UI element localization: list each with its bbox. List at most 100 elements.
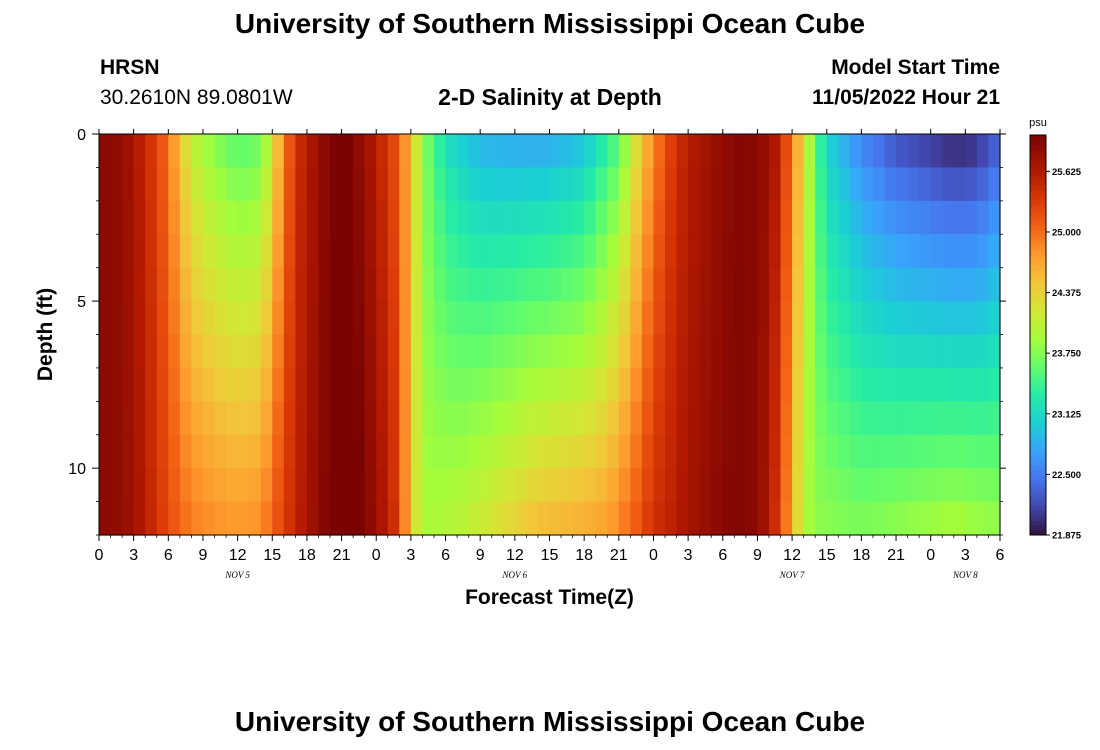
- heatmap-cell: [965, 200, 978, 235]
- heatmap-cell: [942, 200, 955, 235]
- heatmap-cell: [930, 501, 943, 536]
- heatmap-cell: [399, 301, 412, 336]
- heatmap-cell: [711, 234, 724, 269]
- colorbar-segment: [1030, 495, 1046, 501]
- heatmap-cell: [168, 267, 181, 302]
- heatmap-cell: [422, 167, 435, 202]
- heatmap-cell: [965, 434, 978, 469]
- heatmap-cell: [202, 434, 216, 469]
- heatmap-cell: [584, 468, 597, 503]
- heatmap-cell: [457, 200, 470, 235]
- heatmap-cell: [491, 267, 504, 302]
- heatmap-cell: [399, 367, 412, 402]
- heatmap-cell: [422, 367, 435, 402]
- heatmap-cell: [688, 267, 701, 302]
- x-tick-label: 9: [199, 547, 208, 564]
- heatmap-cell: [607, 301, 620, 336]
- heatmap-cell: [722, 367, 735, 402]
- heatmap-cell: [330, 234, 343, 269]
- heatmap-cell: [133, 334, 146, 369]
- heatmap-cell: [156, 434, 169, 469]
- colorbar-segment: [1030, 160, 1046, 166]
- heatmap-cell: [826, 267, 839, 302]
- heatmap-cell: [260, 501, 273, 536]
- heatmap-cell: [272, 234, 285, 269]
- heatmap-cell: [491, 334, 504, 369]
- heatmap-cell: [919, 134, 932, 169]
- heatmap-cell: [872, 301, 886, 336]
- heatmap: [99, 134, 1001, 536]
- heatmap-cell: [699, 401, 712, 436]
- heatmap-cell: [330, 301, 343, 336]
- x-tick-label: 12: [229, 547, 247, 564]
- heatmap-cell: [872, 167, 886, 202]
- heatmap-cell: [537, 301, 551, 336]
- y-axis: 0 5 10: [68, 127, 1006, 536]
- heatmap-cell: [965, 234, 978, 269]
- heatmap-cell: [653, 367, 666, 402]
- x-tick-label: 12: [783, 547, 801, 564]
- heatmap-cell: [688, 134, 701, 169]
- heatmap-cell: [283, 468, 296, 503]
- heatmap-cell: [260, 401, 273, 436]
- heatmap-cell: [249, 468, 262, 503]
- heatmap-cell: [584, 200, 597, 235]
- heatmap-cell: [549, 367, 562, 402]
- heatmap-cell: [179, 200, 193, 235]
- heatmap-cell: [792, 134, 805, 169]
- heatmap-cell: [745, 200, 759, 235]
- heatmap-cell: [179, 267, 193, 302]
- colorbar-segment: [1030, 140, 1046, 146]
- heatmap-cell: [618, 167, 631, 202]
- colorbar-frame: [1029, 134, 1047, 536]
- heatmap-cell: [260, 167, 273, 202]
- heatmap-cell: [896, 468, 909, 503]
- heatmap-cell: [630, 334, 643, 369]
- heatmap-cell: [133, 234, 146, 269]
- heatmap-cell: [122, 401, 135, 436]
- x-tick-label: 21: [610, 547, 628, 564]
- heatmap-cell: [468, 468, 481, 503]
- heatmap-cell: [295, 200, 308, 235]
- heatmap-cell: [838, 134, 851, 169]
- heatmap-cell: [792, 234, 805, 269]
- heatmap-cell: [145, 301, 158, 336]
- heatmap-cell: [145, 234, 158, 269]
- heatmap-cell: [919, 267, 932, 302]
- colorbar-segment: [1030, 510, 1046, 516]
- heatmap-cell: [607, 134, 620, 169]
- heatmap-cell: [942, 134, 955, 169]
- colorbar-segment: [1030, 285, 1046, 291]
- heatmap-cell: [376, 367, 389, 402]
- heatmap-cell: [988, 367, 1001, 402]
- heatmap-cell: [595, 434, 608, 469]
- heatmap-cell: [226, 334, 239, 369]
- heatmap-cell: [364, 134, 377, 169]
- heatmap-cell: [641, 167, 655, 202]
- heatmap-cell: [387, 134, 400, 169]
- heatmap-cell: [988, 334, 1001, 369]
- heatmap-cell: [433, 234, 447, 269]
- heatmap-cell: [572, 134, 585, 169]
- heatmap-cell: [572, 367, 585, 402]
- heatmap-cell: [549, 468, 562, 503]
- heatmap-cell: [676, 401, 689, 436]
- heatmap-cell: [838, 334, 851, 369]
- heatmap-cell: [688, 301, 701, 336]
- heatmap-cell: [249, 134, 262, 169]
- heatmap-cell: [988, 434, 1001, 469]
- heatmap-cell: [584, 434, 597, 469]
- heatmap-cell: [907, 434, 920, 469]
- heatmap-cell: [249, 234, 262, 269]
- colorbar-tick-label: 24.375: [1052, 288, 1082, 299]
- heatmap-cell: [433, 134, 447, 169]
- heatmap-cell: [665, 234, 678, 269]
- heatmap-cell: [988, 234, 1001, 269]
- heatmap-cell: [260, 468, 273, 503]
- heatmap-cell: [168, 200, 181, 235]
- heatmap-cell: [318, 367, 331, 402]
- heatmap-cell: [410, 301, 424, 336]
- heatmap-cell: [514, 167, 527, 202]
- heatmap-cell: [711, 134, 724, 169]
